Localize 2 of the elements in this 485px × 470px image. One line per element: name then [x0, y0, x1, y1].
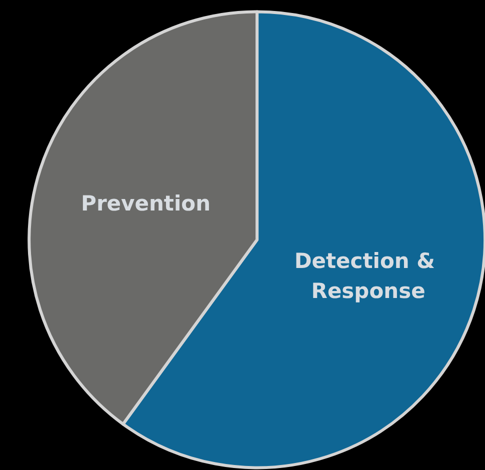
slice-label: Prevention	[81, 192, 211, 216]
slice-label: Detection & Response	[294, 248, 442, 303]
